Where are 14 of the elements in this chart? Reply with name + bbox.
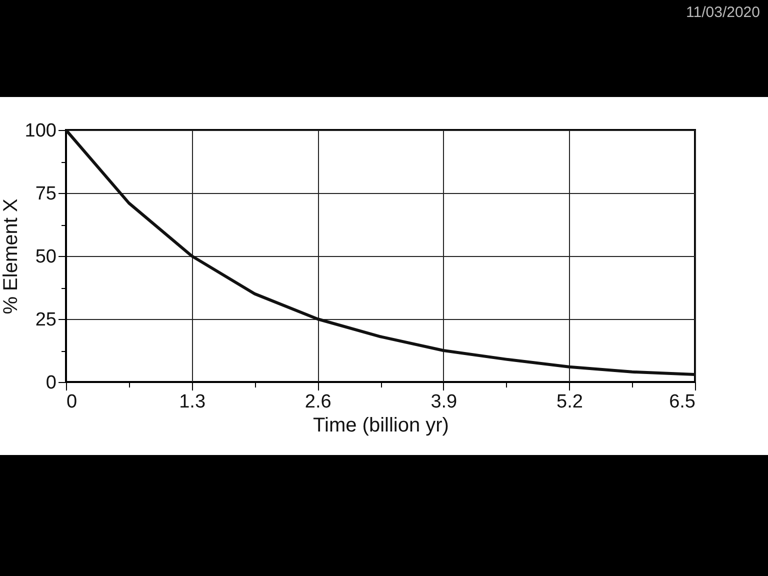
x-tick-label: 1.3 <box>179 392 206 412</box>
x-tick-label: 6.5 <box>669 392 696 412</box>
y-tick-label: 100 <box>24 120 56 142</box>
x-axis-title: Time (billion yr) <box>313 414 449 436</box>
x-tick-label: 2.6 <box>304 392 332 412</box>
x-tick-label: 3.9 <box>430 392 458 412</box>
x-tick-label: 5.2 <box>556 392 583 412</box>
x-tick-label: 0 <box>66 392 78 412</box>
y-tick-label: 75 <box>35 184 56 204</box>
text: 11/03/2020 <box>686 4 760 21</box>
y-tick-label: 25 <box>35 310 56 330</box>
y-tick-label: 0 <box>46 372 56 394</box>
y-tick-label: 50 <box>35 246 56 268</box>
y-axis-title: % Element X <box>0 198 22 314</box>
